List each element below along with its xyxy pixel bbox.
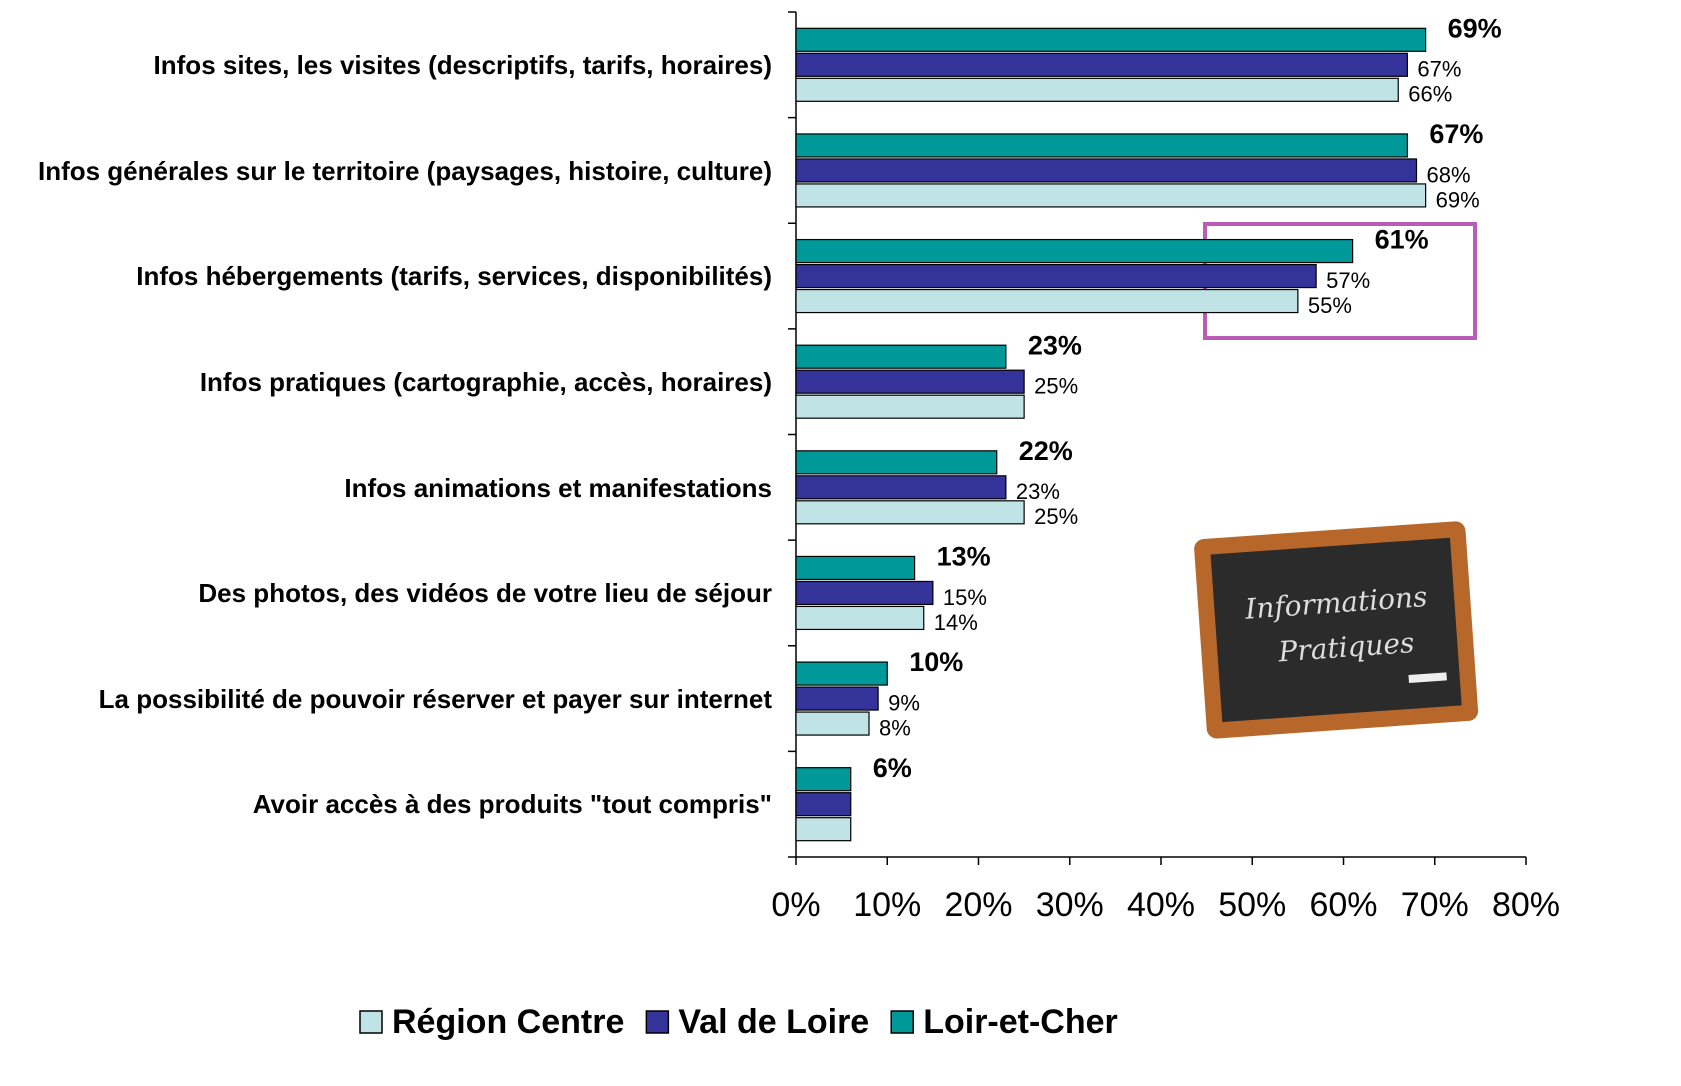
- x-tick-label: 80%: [1492, 886, 1560, 924]
- bar: [795, 344, 1007, 369]
- value-label: 25%: [1034, 374, 1078, 399]
- bar: [795, 475, 1007, 500]
- value-label: 22%: [1019, 436, 1073, 466]
- value-label: 9%: [888, 690, 920, 715]
- bar: [795, 77, 1399, 102]
- legend-swatch: [890, 1010, 914, 1034]
- value-label: 23%: [1028, 330, 1082, 360]
- category-label: Infos générales sur le territoire (paysa…: [37, 155, 772, 186]
- bar: [795, 133, 1408, 158]
- value-label: 25%: [1034, 504, 1078, 529]
- value-label: 14%: [934, 610, 978, 635]
- chalk: [1408, 672, 1447, 683]
- value-label: 67%: [1429, 119, 1483, 149]
- legend-swatch: [645, 1010, 670, 1034]
- category-label: Infos pratiques (cartographie, accès, ho…: [199, 366, 772, 397]
- value-label: 10%: [909, 647, 963, 677]
- x-tick-label: 10%: [853, 886, 921, 924]
- category-label-box: Infos sites, les visites (descriptifs, t…: [0, 12, 772, 118]
- x-tick-label: 60%: [1309, 886, 1377, 924]
- bar: [795, 605, 925, 631]
- x-tick-label: 50%: [1218, 886, 1286, 924]
- bar: [795, 555, 916, 581]
- value-label: 8%: [879, 715, 911, 740]
- category-label-box: La possibilité de pouvoir réserver et pa…: [0, 646, 772, 752]
- bar: [795, 158, 1418, 183]
- x-tick-label: 40%: [1127, 886, 1195, 924]
- bar: [795, 580, 934, 606]
- category-label: La possibilité de pouvoir réserver et pa…: [98, 683, 772, 714]
- board-surface: [1210, 537, 1462, 723]
- category-label: Infos sites, les visites (descriptifs, t…: [153, 50, 772, 80]
- value-label: 55%: [1308, 293, 1352, 318]
- category-label-box: Avoir accès à des produits "tout compris…: [0, 751, 772, 857]
- bar: [795, 263, 1317, 289]
- bar: [795, 52, 1408, 77]
- category-label: Infos animations et manifestations: [344, 472, 772, 503]
- value-label: 68%: [1427, 162, 1471, 187]
- bar: [795, 792, 852, 817]
- value-label: 15%: [943, 585, 987, 610]
- value-label: 13%: [937, 542, 991, 572]
- value-label: 23%: [1016, 479, 1060, 504]
- bar: [795, 450, 998, 475]
- bar: [795, 288, 1299, 314]
- category-label-box: Infos pratiques (cartographie, accès, ho…: [0, 329, 772, 435]
- legend-swatch: [359, 1010, 383, 1034]
- blackboard: Informations Pratiques: [1194, 521, 1479, 739]
- category-label-box: Des photos, des vidéos de votre lieu de …: [0, 540, 772, 646]
- category-label: Des photos, des vidéos de votre lieu de …: [198, 578, 772, 609]
- value-label: 69%: [1448, 13, 1502, 43]
- category-label-box: Infos générales sur le territoire (paysa…: [0, 118, 772, 224]
- category-label: Avoir accès à des produits "tout compris…: [252, 789, 772, 820]
- bar: [795, 238, 1354, 264]
- bar: [795, 369, 1025, 394]
- bar: [795, 27, 1427, 52]
- x-tick-label: 30%: [1036, 886, 1104, 924]
- value-label: 69%: [1436, 187, 1480, 212]
- bar: [795, 661, 888, 686]
- category-label-box: Infos animations et manifestations: [0, 435, 772, 541]
- bar: [795, 500, 1025, 525]
- value-label: 67%: [1417, 57, 1461, 82]
- category-label: Infos hébergements (tarifs, services, di…: [136, 261, 772, 292]
- legend-label: Région Centre: [392, 1003, 624, 1041]
- x-tick-label: 70%: [1401, 886, 1469, 924]
- bar: [795, 686, 879, 711]
- legend-label: Val de Loire: [678, 1003, 869, 1041]
- value-label: 66%: [1408, 82, 1452, 107]
- bar: [795, 711, 870, 736]
- x-tick-label: 0%: [771, 886, 820, 924]
- legend-label: Loir-et-Cher: [923, 1003, 1118, 1041]
- bar: [795, 817, 852, 842]
- value-label: 61%: [1375, 225, 1429, 255]
- x-tick-label: 20%: [944, 886, 1012, 924]
- category-label-box: Infos hébergements (tarifs, services, di…: [0, 223, 772, 329]
- bar: [795, 394, 1025, 419]
- bar: [795, 767, 852, 792]
- value-label: 6%: [873, 753, 912, 783]
- value-label: 57%: [1326, 268, 1370, 293]
- bar: [795, 183, 1427, 208]
